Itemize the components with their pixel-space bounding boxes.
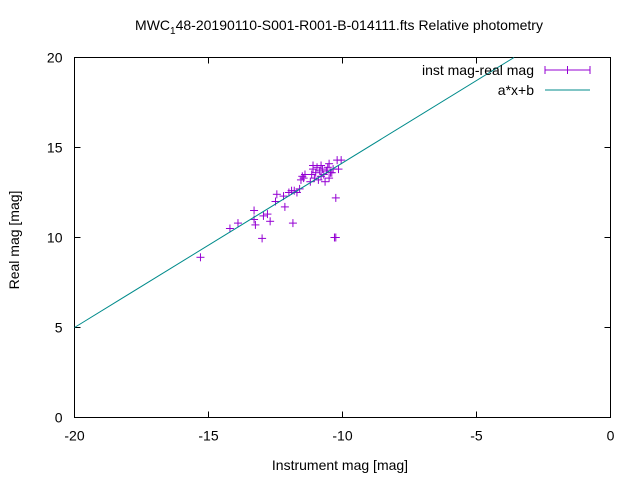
data-point (325, 174, 334, 183)
data-point (263, 210, 272, 219)
x-tick-label: -5 (470, 428, 483, 444)
legend: inst mag-real mag a*x+b (422, 62, 591, 98)
data-point (251, 220, 260, 229)
legend-label-points: inst mag-real mag (422, 62, 534, 78)
x-axis-label: Instrument mag [mag] (272, 457, 408, 473)
data-point (258, 234, 267, 243)
axis-ticks: -20 -15 -10 -5 0 0 5 10 15 20 (47, 50, 615, 444)
data-point (318, 165, 327, 174)
data-point (280, 202, 289, 211)
y-tick-label: 10 (47, 230, 63, 246)
data-point (259, 211, 268, 220)
plot-frame (74, 57, 611, 418)
data-point (250, 206, 259, 215)
x-tick-label: -20 (64, 428, 84, 444)
x-tick-label: -10 (332, 428, 352, 444)
data-point (337, 156, 346, 165)
data-point (225, 224, 234, 233)
data-point (311, 168, 320, 177)
data-point (325, 159, 334, 168)
data-point (334, 165, 343, 174)
data-point (288, 219, 297, 228)
data-point (306, 177, 315, 186)
data-point (272, 190, 281, 199)
y-axis-label: Real mag [mag] (6, 191, 22, 290)
chart-title: MWC148-20190110-S001-R001-B-014111.fts R… (135, 17, 543, 37)
series-layer (74, 57, 515, 328)
chart-title-subscript: 1 (170, 26, 176, 37)
x-tick-label: -15 (198, 428, 218, 444)
legend-swatch-points (544, 66, 591, 74)
y-tick-label: 20 (47, 50, 63, 66)
y-tick-label: 15 (47, 140, 63, 156)
chart-title-main: MWC (135, 17, 170, 33)
x-tick-label: 0 (607, 428, 615, 444)
data-point (299, 174, 308, 183)
data-point (331, 233, 340, 242)
data-point (331, 193, 340, 202)
fit-line (74, 57, 515, 328)
legend-label-line: a*x+b (498, 82, 534, 98)
data-point (321, 177, 330, 186)
y-tick-label: 5 (55, 320, 63, 336)
data-point (300, 170, 309, 179)
data-point (233, 219, 242, 228)
data-point (323, 163, 332, 172)
chart-title-rest: 48-20190110-S001-R001-B-014111.fts Relat… (176, 17, 543, 33)
y-tick-label: 0 (55, 410, 63, 426)
data-point (196, 253, 205, 262)
data-point (317, 161, 326, 170)
data-point (309, 161, 318, 170)
data-point (266, 217, 275, 226)
